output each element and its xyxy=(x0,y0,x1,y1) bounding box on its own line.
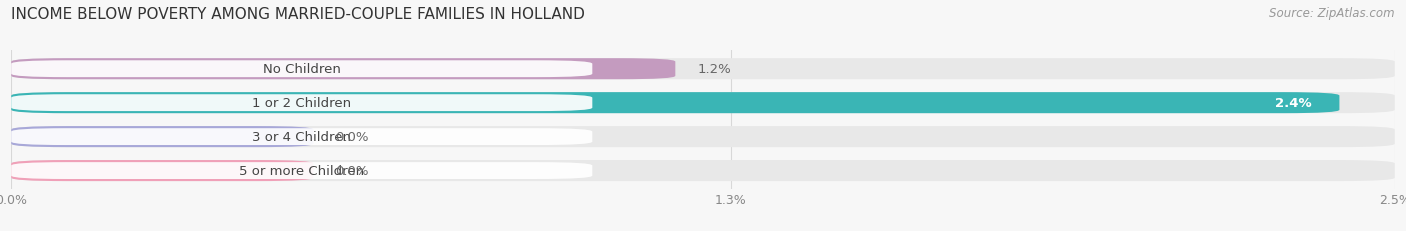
FancyBboxPatch shape xyxy=(11,59,1395,80)
FancyBboxPatch shape xyxy=(11,93,1395,114)
FancyBboxPatch shape xyxy=(11,59,675,80)
Text: Source: ZipAtlas.com: Source: ZipAtlas.com xyxy=(1270,7,1395,20)
Text: 1.2%: 1.2% xyxy=(697,63,731,76)
FancyBboxPatch shape xyxy=(11,160,314,181)
Text: No Children: No Children xyxy=(263,63,340,76)
FancyBboxPatch shape xyxy=(11,93,1340,114)
Text: INCOME BELOW POVERTY AMONG MARRIED-COUPLE FAMILIES IN HOLLAND: INCOME BELOW POVERTY AMONG MARRIED-COUPL… xyxy=(11,7,585,22)
FancyBboxPatch shape xyxy=(11,95,592,112)
Text: 0.0%: 0.0% xyxy=(336,131,368,143)
FancyBboxPatch shape xyxy=(11,129,592,145)
Text: 1 or 2 Children: 1 or 2 Children xyxy=(252,97,352,110)
FancyBboxPatch shape xyxy=(11,160,1395,181)
FancyBboxPatch shape xyxy=(11,127,314,148)
Text: 0.0%: 0.0% xyxy=(336,164,368,177)
FancyBboxPatch shape xyxy=(11,162,592,179)
Text: 3 or 4 Children: 3 or 4 Children xyxy=(252,131,352,143)
FancyBboxPatch shape xyxy=(11,61,592,78)
Text: 2.4%: 2.4% xyxy=(1275,97,1312,110)
Text: 5 or more Children: 5 or more Children xyxy=(239,164,364,177)
FancyBboxPatch shape xyxy=(11,127,1395,148)
